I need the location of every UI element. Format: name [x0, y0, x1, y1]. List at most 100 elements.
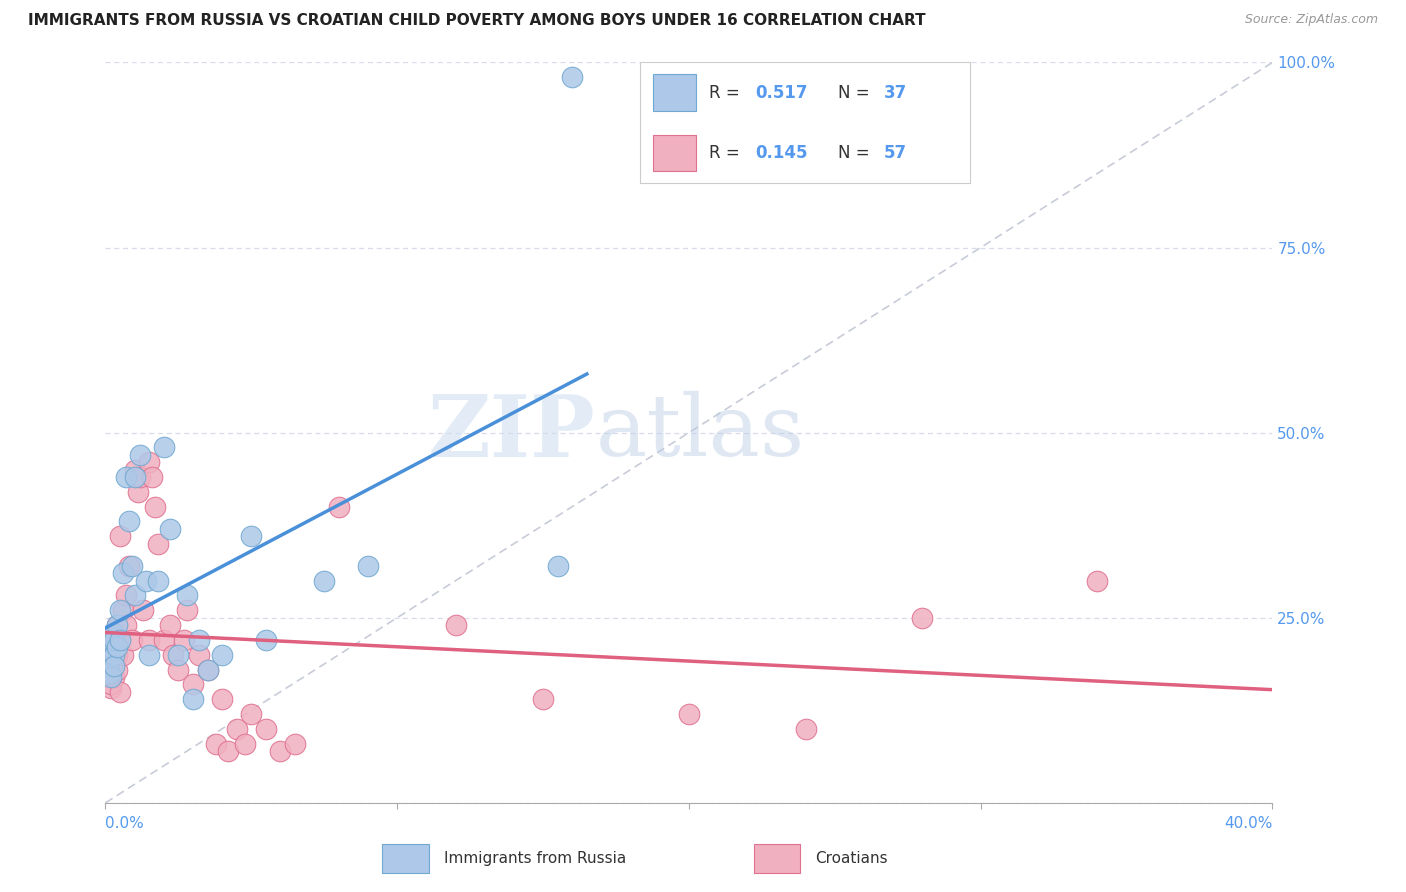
Bar [652, 75, 696, 111]
Point [181, 692, 204, 706]
Point [121, 558, 143, 573]
Text: 37: 37 [884, 84, 907, 102]
Point [235, 737, 257, 751]
Point [146, 574, 169, 588]
Point [124, 470, 146, 484]
Point [105, 640, 128, 655]
Text: 57: 57 [884, 144, 907, 161]
Text: 0.517: 0.517 [755, 84, 808, 102]
Point [547, 558, 569, 573]
Point [103, 632, 125, 647]
Point [187, 648, 209, 662]
Point [129, 448, 152, 462]
Point [211, 648, 233, 662]
Bar [382, 844, 429, 873]
Point [197, 663, 219, 677]
Point [97, 640, 120, 655]
Point [254, 632, 277, 647]
Point [284, 737, 307, 751]
Point [153, 632, 174, 647]
Point [141, 470, 163, 484]
Text: Croatians: Croatians [815, 851, 889, 866]
Point [167, 648, 190, 662]
Point [129, 470, 152, 484]
Point [101, 625, 124, 640]
Point [103, 658, 125, 673]
Text: N =: N = [838, 84, 875, 102]
Point [314, 574, 336, 588]
Point [176, 589, 198, 603]
Point [205, 737, 228, 751]
Text: IMMIGRANTS FROM RUSSIA VS CROATIAN CHILD POVERTY AMONG BOYS UNDER 16 CORRELATION: IMMIGRANTS FROM RUSSIA VS CROATIAN CHILD… [28, 13, 925, 29]
Point [105, 618, 128, 632]
Text: R =: R = [709, 84, 745, 102]
Point [181, 677, 204, 691]
Point [97, 655, 120, 669]
Point [108, 632, 131, 647]
Point [132, 603, 155, 617]
Point [240, 706, 263, 721]
Point [911, 611, 934, 625]
Point [108, 685, 131, 699]
Point [159, 522, 181, 536]
Point [100, 670, 122, 684]
Point [100, 681, 122, 695]
Point [167, 663, 190, 677]
Point [146, 537, 169, 551]
Point [138, 455, 160, 469]
Point [103, 655, 125, 669]
Point [225, 722, 247, 736]
Point [111, 603, 134, 617]
Point [211, 692, 233, 706]
Point [794, 722, 817, 736]
Point [328, 500, 350, 514]
Point [100, 632, 122, 647]
Point [124, 463, 146, 477]
Point [127, 484, 149, 499]
Point [111, 648, 134, 662]
Point [103, 648, 125, 662]
Point [115, 470, 138, 484]
Point [678, 706, 700, 721]
Point [103, 625, 125, 640]
Point [187, 632, 209, 647]
Point [118, 558, 141, 573]
Text: N =: N = [838, 144, 875, 161]
Point [105, 648, 128, 662]
Point [153, 441, 174, 455]
Point [173, 632, 195, 647]
Text: R =: R = [709, 144, 745, 161]
Point [357, 558, 380, 573]
Point [159, 618, 181, 632]
Point [121, 632, 143, 647]
Point [176, 603, 198, 617]
Point [97, 670, 120, 684]
Point [115, 589, 138, 603]
Point [118, 515, 141, 529]
Point [103, 632, 125, 647]
Point [115, 618, 138, 632]
Point [108, 529, 131, 543]
Point [162, 648, 184, 662]
Point [561, 70, 583, 85]
Point [197, 663, 219, 677]
Point [97, 632, 120, 647]
Text: 40.0%: 40.0% [1225, 816, 1272, 831]
Point [108, 632, 131, 647]
Bar [652, 135, 696, 171]
Point [97, 648, 120, 662]
Point [138, 648, 160, 662]
Point [143, 500, 166, 514]
Point [138, 632, 160, 647]
Point [269, 744, 292, 758]
Point [103, 670, 125, 684]
Bar [754, 844, 800, 873]
Text: 0.0%: 0.0% [105, 816, 145, 831]
Point [100, 677, 122, 691]
Point [98, 666, 121, 681]
Text: atlas: atlas [596, 391, 804, 475]
Text: Immigrants from Russia: Immigrants from Russia [444, 851, 627, 866]
Text: ZIP: ZIP [427, 391, 596, 475]
Text: 0.145: 0.145 [755, 144, 808, 161]
Point [240, 529, 263, 543]
